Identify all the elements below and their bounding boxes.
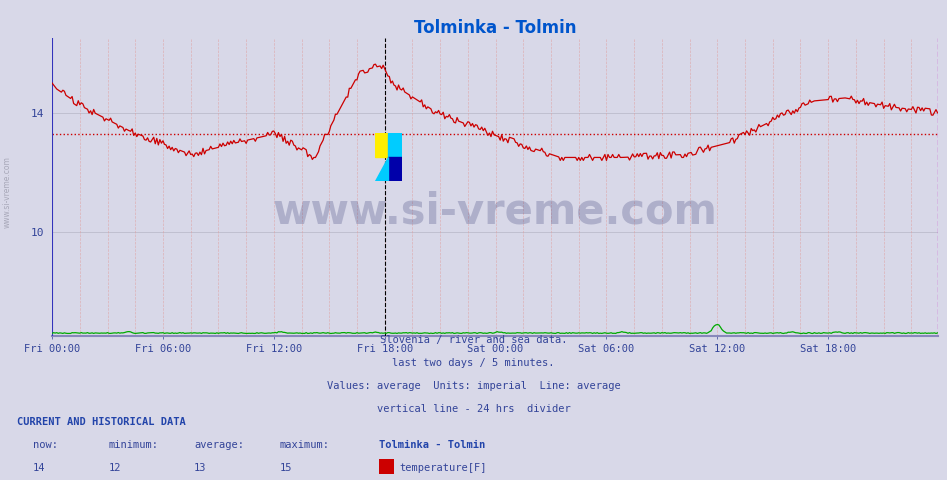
Text: 15: 15: [279, 463, 292, 473]
Polygon shape: [375, 157, 388, 181]
Bar: [388, 133, 402, 157]
Text: 12: 12: [109, 463, 121, 473]
Text: CURRENT AND HISTORICAL DATA: CURRENT AND HISTORICAL DATA: [17, 417, 186, 427]
Text: 13: 13: [194, 463, 206, 473]
Polygon shape: [388, 157, 402, 181]
Title: Tolminka - Tolmin: Tolminka - Tolmin: [414, 19, 576, 37]
Text: 14: 14: [33, 463, 45, 473]
Text: vertical line - 24 hrs  divider: vertical line - 24 hrs divider: [377, 404, 570, 414]
Text: last two days / 5 minutes.: last two days / 5 minutes.: [392, 358, 555, 368]
Text: now:: now:: [33, 440, 58, 450]
Text: temperature[F]: temperature[F]: [400, 463, 487, 473]
Bar: [375, 133, 388, 157]
Text: Slovenia / river and sea data.: Slovenia / river and sea data.: [380, 335, 567, 345]
Text: average:: average:: [194, 440, 244, 450]
Text: www.si-vreme.com: www.si-vreme.com: [3, 156, 12, 228]
Text: Tolminka - Tolmin: Tolminka - Tolmin: [379, 440, 485, 450]
Text: minimum:: minimum:: [109, 440, 159, 450]
Text: www.si-vreme.com: www.si-vreme.com: [273, 190, 717, 232]
Text: Values: average  Units: imperial  Line: average: Values: average Units: imperial Line: av…: [327, 381, 620, 391]
Text: maximum:: maximum:: [279, 440, 330, 450]
